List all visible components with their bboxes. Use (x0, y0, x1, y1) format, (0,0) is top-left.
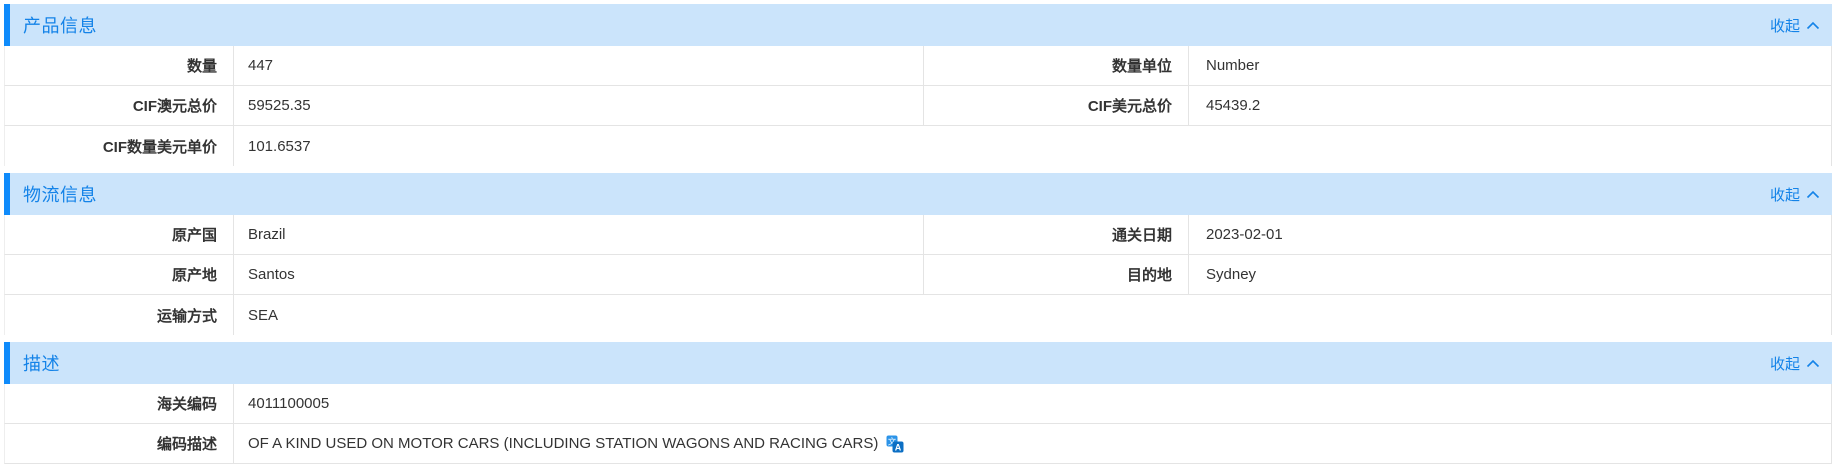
accent-bar (4, 342, 10, 384)
field-label: CIF美元总价 (924, 86, 1189, 125)
field-value: 447 (234, 46, 924, 85)
chevron-up-icon (1806, 190, 1820, 198)
table-row: 原产国 Brazil 通关日期 2023-02-01 (4, 215, 1832, 255)
field-label: 编码描述 (5, 424, 234, 463)
translate-icon[interactable]: 文 A (886, 435, 904, 453)
section-logistics-info: 物流信息 收起 原产国 Brazil 通关日期 2023-02-01 原产地 S… (4, 173, 1832, 335)
table-row: 数量 447 数量单位 Number (4, 46, 1832, 86)
svg-text:文: 文 (888, 436, 897, 446)
field-value: Brazil (234, 215, 924, 254)
field-label: 海关编码 (5, 384, 234, 423)
collapse-button-product-info[interactable]: 收起 (1770, 15, 1820, 36)
field-label: CIF澳元总价 (5, 86, 234, 125)
field-value: 2023-02-01 (1206, 226, 1283, 243)
section-title: 描述 (23, 354, 60, 374)
field-value: 101.6537 (248, 137, 311, 155)
field-label: 数量 (5, 46, 234, 85)
collapse-label: 收起 (1769, 186, 1800, 204)
field-label: 运输方式 (5, 295, 234, 335)
collapse-button-description[interactable]: 收起 (1770, 353, 1820, 374)
field-value: Sydney (1206, 266, 1257, 283)
table-row: CIF数量美元单价 101.6537 (4, 126, 1832, 166)
accent-bar (4, 4, 10, 46)
field-label: 原产国 (5, 215, 234, 254)
section-title: 产品信息 (23, 16, 97, 36)
section-description: 描述 收起 海关编码 4011100005 编码描述 OF A KIND USE… (4, 342, 1832, 464)
field-label: 通关日期 (924, 215, 1189, 254)
table-row: 原产地 Santos 目的地 Sydney (4, 255, 1832, 295)
field-value: SEA (248, 306, 279, 324)
field-value: 45439.2 (1206, 97, 1261, 114)
section-header-description: 描述 收起 (4, 342, 1832, 384)
field-label: 目的地 (924, 255, 1189, 294)
field-value: Number (1206, 57, 1260, 74)
section-header-logistics-info: 物流信息 收起 (4, 173, 1832, 215)
field-value: 59525.35 (234, 86, 924, 125)
chevron-up-icon (1806, 359, 1820, 367)
section-header-product-info: 产品信息 收起 (4, 4, 1832, 46)
collapse-button-logistics-info[interactable]: 收起 (1770, 184, 1820, 205)
table-row: 海关编码 4011100005 (4, 384, 1832, 424)
field-label: 数量单位 (924, 46, 1189, 85)
svg-text:A: A (895, 442, 902, 452)
field-value: 4011100005 (248, 395, 330, 412)
trade-detail-page: 产品信息 收起 数量 447 数量单位 Number CIF澳元总价 59525… (4, 4, 1832, 464)
field-value: Santos (234, 255, 924, 294)
table-row: CIF澳元总价 59525.35 CIF美元总价 45439.2 (4, 86, 1832, 126)
collapse-label: 收起 (1769, 17, 1800, 35)
field-value: OF A KIND USED ON MOTOR CARS (INCLUDING … (248, 435, 879, 452)
collapse-label: 收起 (1769, 355, 1800, 373)
section-product-info: 产品信息 收起 数量 447 数量单位 Number CIF澳元总价 59525… (4, 4, 1832, 166)
table-row: 运输方式 SEA (4, 295, 1832, 335)
table-row: 编码描述 OF A KIND USED ON MOTOR CARS (INCLU… (4, 424, 1832, 464)
field-label: CIF数量美元单价 (5, 126, 234, 166)
section-title: 物流信息 (23, 185, 97, 205)
chevron-up-icon (1806, 21, 1820, 29)
field-label: 原产地 (5, 255, 234, 294)
accent-bar (4, 173, 10, 215)
hs-description-cell: OF A KIND USED ON MOTOR CARS (INCLUDING … (234, 424, 1831, 463)
